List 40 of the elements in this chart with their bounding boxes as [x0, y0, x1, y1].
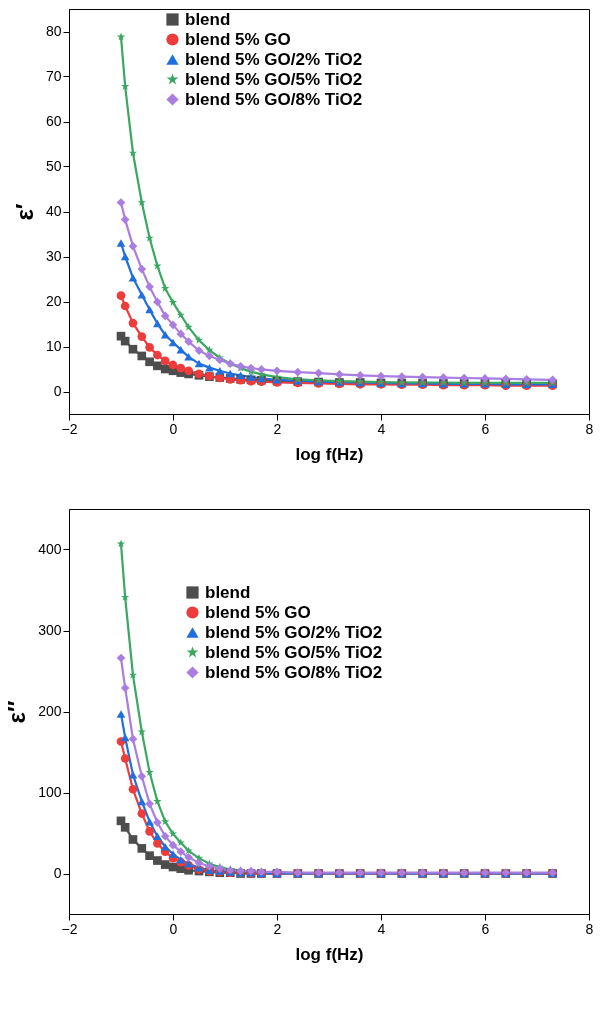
y-tick-label: 300	[38, 622, 62, 638]
x-axis-title: log f(Hz)	[295, 944, 364, 964]
legend-label: blend 5% GO/5% TiO2	[205, 642, 383, 662]
y-tick-label: 0	[53, 865, 62, 881]
legend-label: blend	[185, 9, 231, 29]
y-axis-title: ε″	[3, 700, 31, 724]
y-tick-label: 0	[53, 383, 62, 399]
y-tick-label: 80	[45, 23, 62, 39]
y-tick-label: 400	[38, 541, 62, 557]
x-tick-label: 2	[273, 420, 282, 437]
legend-label: blend 5% GO/2% TiO2	[185, 49, 363, 69]
legend-label: blend 5% GO	[185, 29, 291, 49]
x-axis-title: log f(Hz)	[295, 444, 364, 464]
y-tick-label: 10	[45, 338, 62, 354]
x-tick-label: 8	[585, 420, 594, 437]
legend-label: blend 5% GO/5% TiO2	[185, 69, 363, 89]
x-tick-label: 6	[481, 920, 490, 937]
x-tick-label: 4	[377, 420, 386, 437]
y-tick-label: 50	[45, 158, 62, 174]
x-tick-label: −2	[61, 920, 78, 937]
x-tick-label: 0	[169, 920, 178, 937]
y-tick-label: 40	[45, 203, 62, 219]
y-tick-label: 200	[38, 703, 62, 719]
legend-label: blend	[205, 582, 251, 602]
x-tick-label: 6	[481, 420, 490, 437]
legend-label: blend 5% GO/8% TiO2	[185, 89, 363, 109]
y-tick-label: 20	[45, 293, 62, 309]
y-tick-label: 70	[45, 68, 62, 84]
y-tick-label: 100	[38, 784, 62, 800]
x-tick-label: −2	[61, 420, 78, 437]
legend-label: blend 5% GO	[205, 602, 311, 622]
y-tick-label: 60	[45, 113, 62, 129]
legend-label: blend 5% GO/8% TiO2	[205, 662, 383, 682]
y-tick-label: 30	[45, 248, 62, 264]
x-tick-label: 0	[169, 420, 178, 437]
x-tick-label: 8	[585, 920, 594, 937]
y-axis-title: ε′	[10, 203, 38, 221]
x-tick-label: 4	[377, 920, 386, 937]
legend-label: blend 5% GO/2% TiO2	[205, 622, 383, 642]
x-tick-label: 2	[273, 920, 282, 937]
